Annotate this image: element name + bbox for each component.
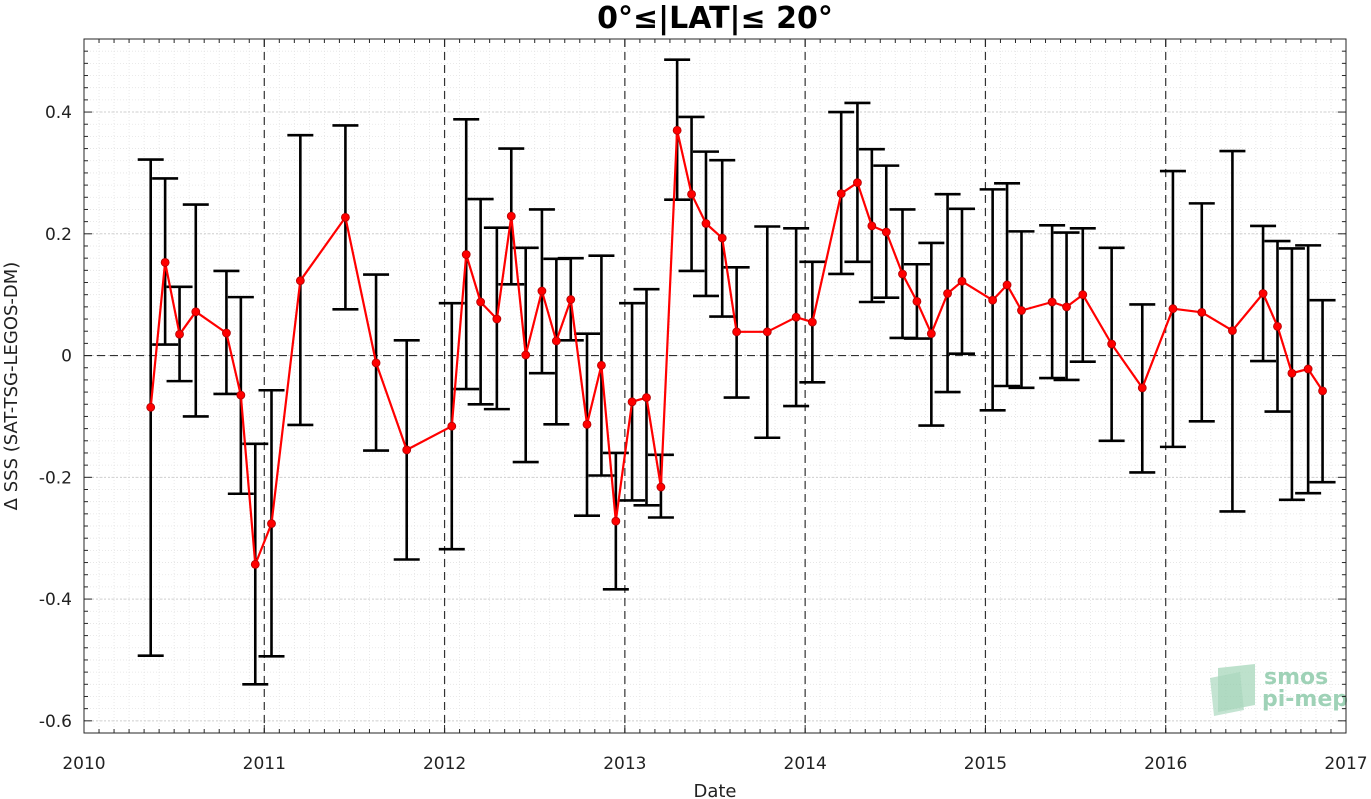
data-point — [627, 397, 637, 407]
logo-mark-fold — [1210, 672, 1244, 716]
data-point — [791, 312, 801, 322]
data-point — [943, 289, 952, 298]
minor-gridlines — [83, 38, 1347, 734]
data-point — [701, 219, 711, 228]
y-tick-label: -0.2 — [39, 468, 72, 488]
axis-ticks — [83, 38, 1347, 734]
data-point — [521, 350, 531, 360]
x-tick-label-2016: 2016 — [1144, 754, 1187, 774]
year-divider-lines — [263, 39, 1167, 733]
data-point — [236, 390, 246, 400]
y-tick-label: -0.4 — [39, 590, 72, 610]
data-point — [717, 233, 727, 243]
data-point — [1047, 297, 1057, 307]
y-tick-label: 0.2 — [45, 225, 72, 245]
data-point — [1137, 383, 1147, 393]
chart-title: 0°≤|LAT|≤ 20° — [597, 1, 833, 36]
data-point — [836, 189, 846, 199]
data-point — [1273, 321, 1282, 331]
data-point — [853, 178, 862, 188]
data-point — [988, 295, 998, 305]
data-point — [160, 258, 170, 267]
data-point — [1228, 326, 1237, 336]
data-point — [732, 327, 742, 337]
x-tick-label-2010: 2010 — [62, 754, 105, 774]
x-tick-label-2011: 2011 — [243, 754, 286, 774]
data-point — [1017, 306, 1026, 315]
x-tick-label-2012: 2012 — [423, 754, 466, 774]
data-point — [672, 125, 682, 135]
plot-frame — [83, 38, 1347, 734]
logo-text-line1: smos — [1264, 665, 1328, 690]
data-point — [492, 314, 502, 324]
data-point — [582, 419, 592, 429]
data-point — [1303, 364, 1313, 374]
data-point — [566, 295, 576, 304]
data-point — [1062, 302, 1071, 312]
series-line-group — [149, 129, 1324, 566]
data-point — [926, 329, 936, 339]
error-bars — [137, 58, 1336, 686]
data-point — [1002, 280, 1012, 290]
data-point — [1287, 368, 1297, 378]
x-tick-label-2013: 2013 — [603, 754, 646, 774]
data-point — [867, 221, 877, 231]
x-axis-label: Date — [693, 781, 736, 799]
data-point — [295, 276, 305, 286]
y-tick-labels: -0.6 -0.4 -0.2 0 0.2 0.4 — [39, 103, 72, 732]
data-point — [146, 402, 156, 412]
data-point — [250, 559, 260, 569]
x-tick-labels: 2010 2011 2012 2013 2014 2015 2016 2017 — [62, 754, 1367, 774]
y-tick-label: 0.4 — [45, 103, 72, 123]
logo-text-line2: pi-mep — [1262, 687, 1348, 712]
data-point — [1078, 290, 1088, 300]
data-point — [537, 286, 547, 296]
data-point — [1318, 386, 1327, 396]
data-point — [1258, 289, 1268, 298]
data-point — [898, 269, 907, 279]
data-point — [461, 250, 471, 259]
data-point — [447, 421, 457, 431]
data-point — [1168, 304, 1178, 314]
data-point — [597, 360, 606, 370]
data-point — [807, 317, 817, 327]
data-point — [175, 329, 184, 339]
y-axis-label: Δ SSS (SAT-TSG-LEGOS-DM) — [1, 262, 22, 511]
data-point — [551, 336, 561, 346]
smos-pi-mep-logo: smos pi-mep — [1210, 664, 1348, 716]
data-point — [656, 482, 666, 492]
data-point — [611, 516, 621, 526]
data-point — [1197, 307, 1207, 317]
data-point — [1107, 339, 1117, 349]
x-tick-label-2017: 2017 — [1324, 754, 1367, 774]
y-tick-label: 0 — [61, 347, 72, 367]
data-point — [476, 297, 486, 307]
x-tick-label-2015: 2015 — [964, 754, 1007, 774]
data-point — [881, 227, 891, 237]
data-point — [506, 211, 516, 221]
data-point — [341, 212, 350, 222]
y-tick-label: -0.6 — [39, 712, 72, 732]
data-point — [267, 519, 276, 528]
x-tick-label-2014: 2014 — [784, 754, 827, 774]
data-point — [191, 307, 201, 317]
data-point — [687, 189, 696, 199]
data-point — [222, 328, 231, 338]
data-point — [642, 393, 651, 402]
data-point — [371, 358, 381, 368]
data-point — [762, 327, 772, 337]
data-point — [957, 276, 967, 286]
data-points — [146, 125, 1327, 569]
data-point — [912, 296, 922, 306]
data-point — [402, 445, 412, 455]
series-line — [149, 129, 1324, 566]
